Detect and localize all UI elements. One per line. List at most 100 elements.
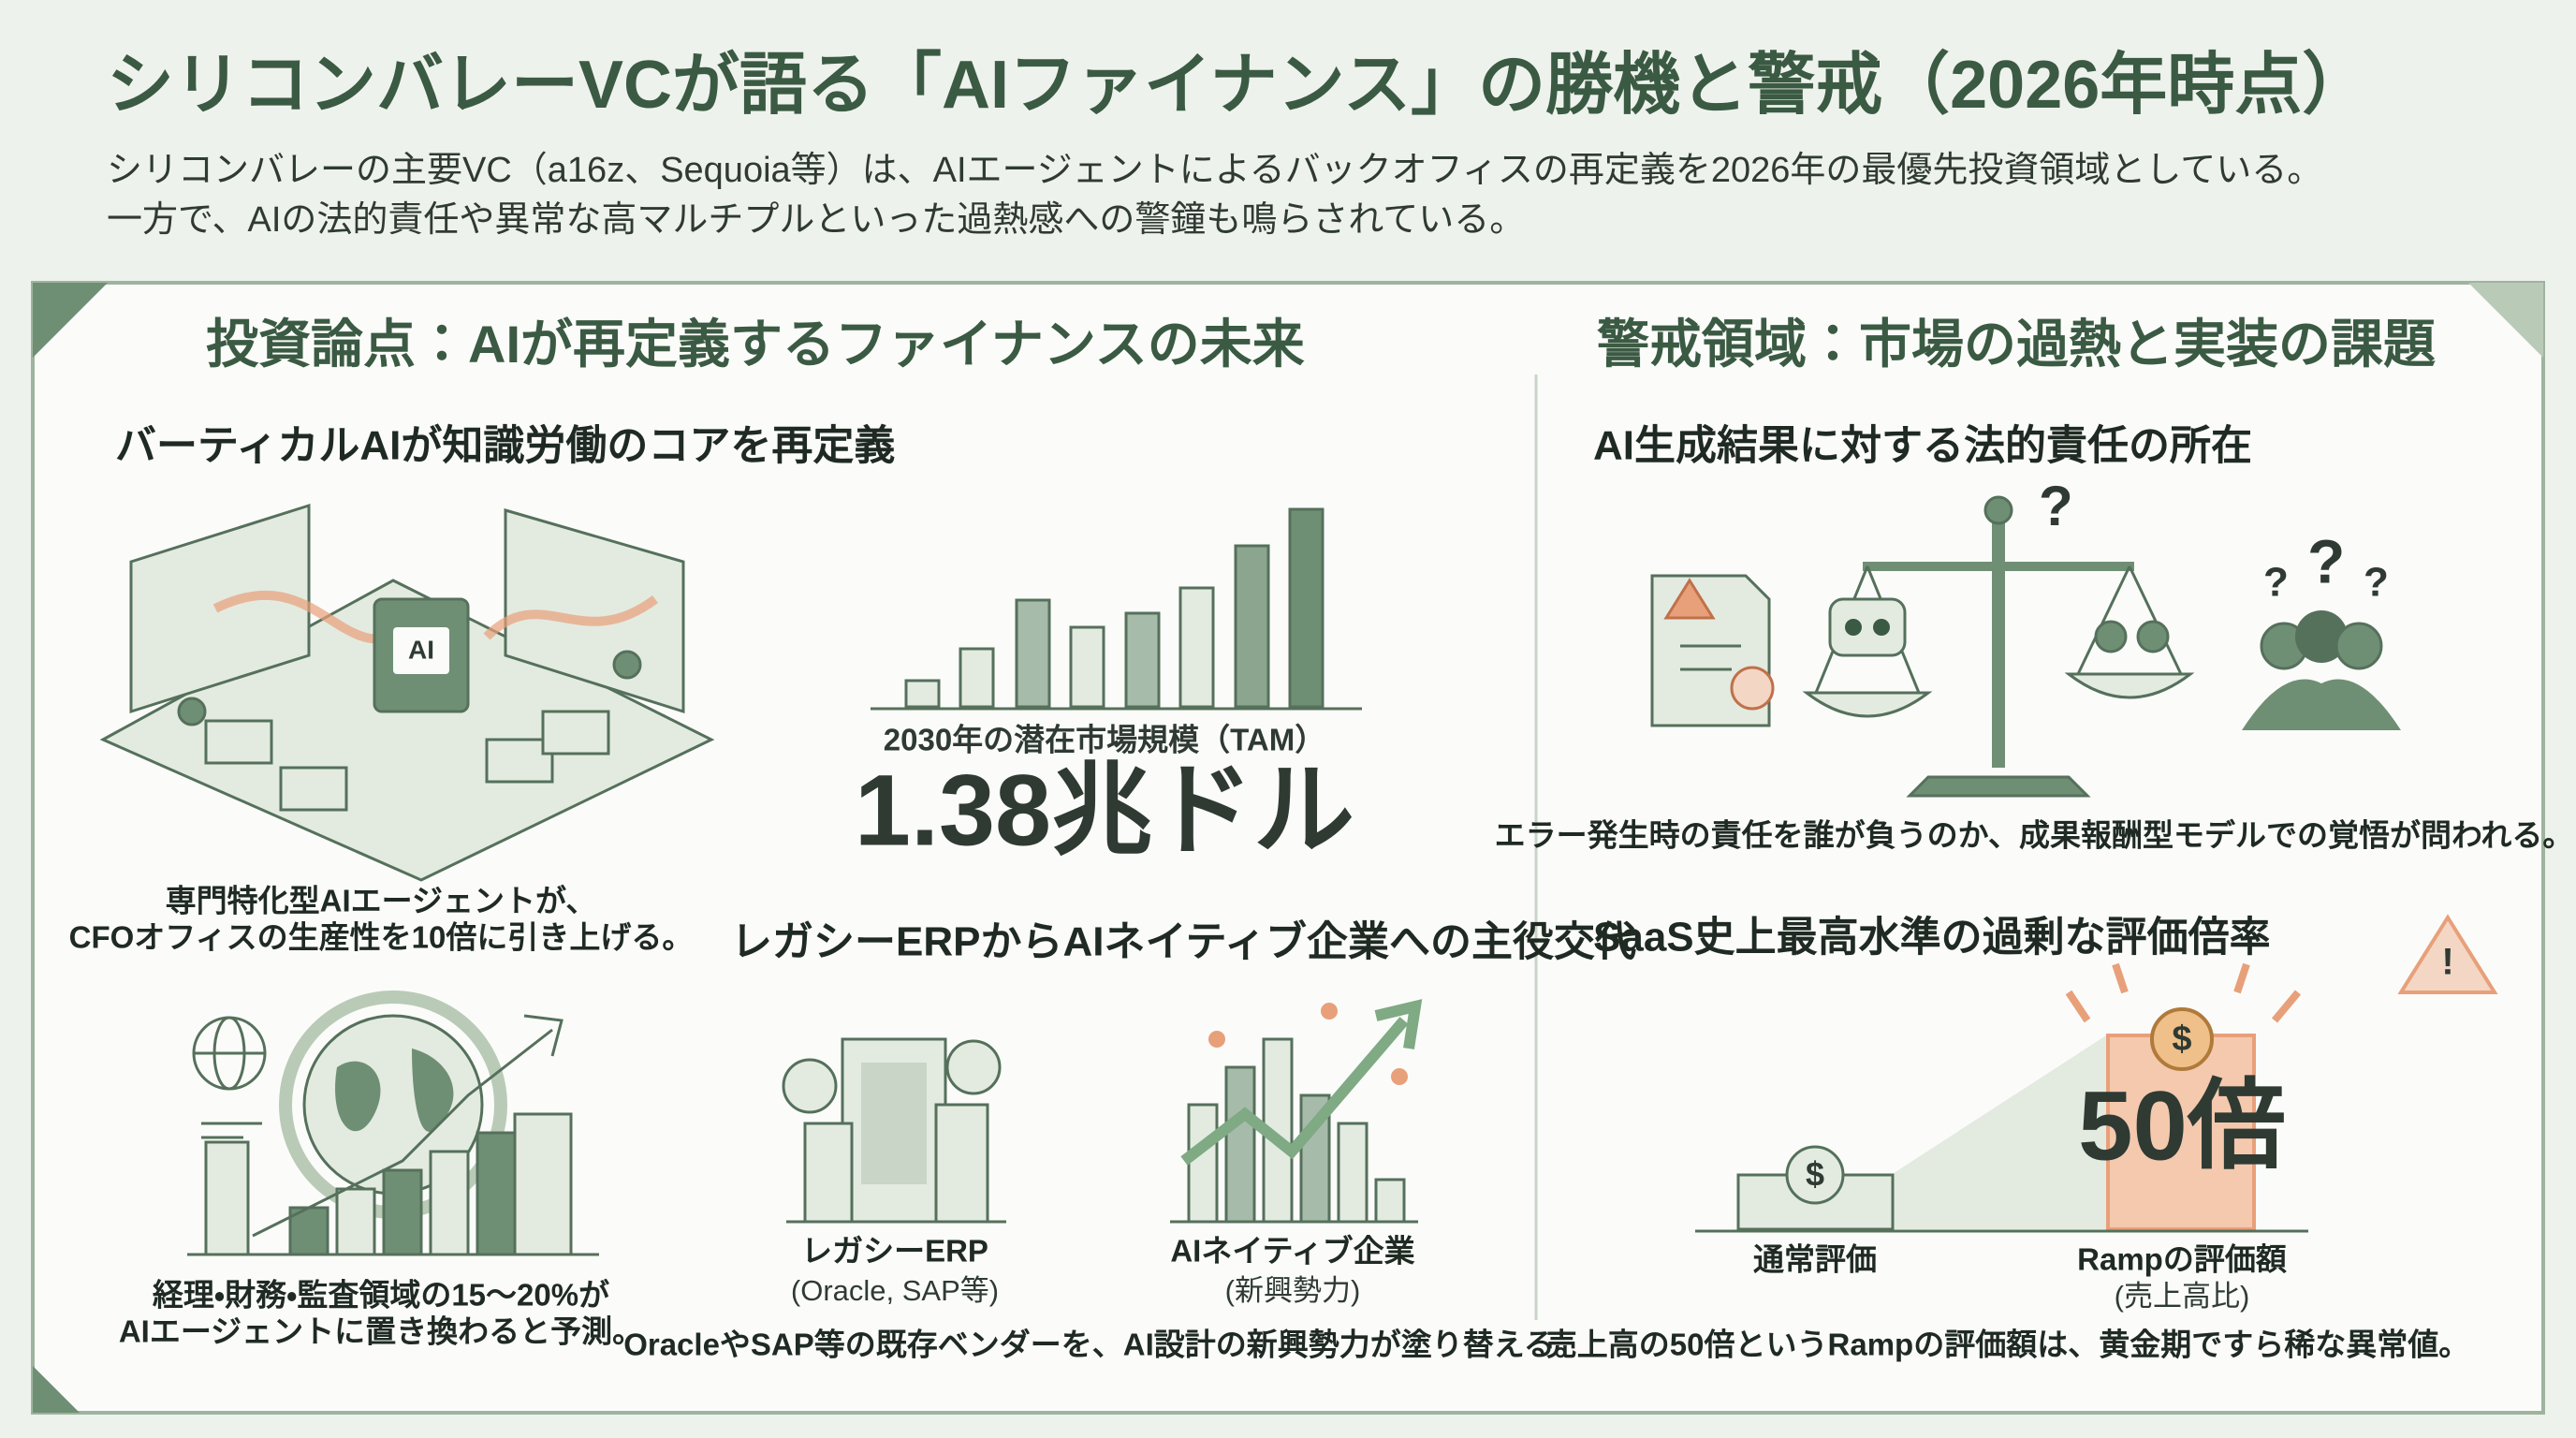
scale-illustration-part xyxy=(1730,666,1775,711)
section-heading: AI生成結果に対する法的責任の所在 xyxy=(1593,423,2252,469)
ai-native-illustration-part xyxy=(1224,1065,1256,1224)
section-heading: バーティカルAIが知識労働のコアを再定義 xyxy=(115,423,895,469)
caption: エラー発生時の責任を誰が負うのか、成果報酬型モデルでの覚悟が問われる。 xyxy=(1495,818,2574,853)
growth-bars-illustration-part xyxy=(1234,544,1270,709)
left-heading: 投資論点：AIが再定義するファイナンスの未来 xyxy=(206,315,1305,374)
scale-illustration-part xyxy=(2094,620,2128,653)
native-sublabel: (新興勢力) xyxy=(1225,1274,1361,1307)
question-mark: ? xyxy=(2263,560,2289,606)
subtitle: 一方で、AIの法的責任や異常な高マルチプルといった過熱感への警鐘も鳴らされている… xyxy=(107,200,1525,240)
caption: 専門特化型AIエージェントが、 xyxy=(166,884,597,918)
scale-illustration-part xyxy=(2242,679,2401,730)
caption: AIエージェントに置き換わると予測。 xyxy=(119,1314,643,1349)
legacy-building-illustration-part xyxy=(934,1103,989,1224)
growth-bars-illustration-part xyxy=(1288,507,1325,709)
coin-symbol: $ xyxy=(2172,1020,2191,1059)
ai-native-illustration-part xyxy=(1208,1031,1225,1048)
globe-illustration-part xyxy=(429,1150,470,1256)
office-illustration-part xyxy=(204,719,273,765)
scale-illustration-part xyxy=(1983,495,2013,525)
caption: CFOオフィスの生産性を10倍に引き上げる。 xyxy=(69,920,694,955)
legacy-building-illustration-part xyxy=(861,1063,927,1184)
subtitle: シリコンバレーの主要VC（a16z、Sequoia等）は、AIエージェントによる… xyxy=(107,151,2322,190)
section-heading: SaaS史上最高水準の過剰な評価倍率 xyxy=(1593,915,2271,961)
ai-native-illustration-part xyxy=(1374,999,1423,1049)
scale-illustration-part xyxy=(1828,597,1907,657)
ai-native-illustration-part xyxy=(1391,1068,1408,1085)
scale-illustration-part xyxy=(2334,622,2383,670)
ai-native-illustration-part xyxy=(1187,1103,1219,1224)
office-illustration-part xyxy=(541,710,610,756)
valuation-illustration-part: ! xyxy=(2441,942,2453,983)
scale-illustration-part xyxy=(2136,620,2170,653)
scale-illustration-part xyxy=(1845,619,1862,636)
growth-bars-illustration-part xyxy=(1124,611,1161,709)
legacy-sublabel: (Oracle, SAP等) xyxy=(791,1274,999,1307)
question-mark: ? xyxy=(2039,475,2073,537)
scale-illustration-part xyxy=(1873,619,1890,636)
legacy-label: レガシーERP xyxy=(801,1234,988,1269)
office-illustration-part xyxy=(279,766,348,812)
question-mark: ? xyxy=(2307,526,2345,595)
ai-native-illustration xyxy=(1170,999,1423,1224)
panel-part xyxy=(33,1366,80,1413)
valuation-illustration-part xyxy=(2150,1007,2214,1071)
globe-illustration-part xyxy=(204,1140,250,1256)
multiple-value: 50倍 xyxy=(2078,1072,2286,1181)
globe-illustration-part xyxy=(252,1028,553,1238)
valuation-illustration: ! $ $ xyxy=(1695,914,2498,1233)
caption: 経理・財務・監査領域の15～20%が xyxy=(153,1278,609,1313)
ai-native-illustration-part xyxy=(1374,1178,1406,1224)
panel-part xyxy=(2468,283,2543,358)
native-label: AIネイティブ企業 xyxy=(1170,1234,1414,1269)
growth-bars-illustration-part xyxy=(904,679,941,709)
office-illustration-part xyxy=(612,650,642,680)
coin-symbol: $ xyxy=(1806,1155,1824,1194)
ramp-label: Rampの評価額 xyxy=(2077,1242,2288,1277)
office-illustration-part xyxy=(485,738,554,784)
globe-illustration-part xyxy=(513,1112,573,1256)
panel-part xyxy=(33,283,108,358)
growth-bars-illustration-part xyxy=(959,647,995,709)
globe-illustration-part xyxy=(382,1168,423,1256)
scale-illustration-part xyxy=(1802,691,1933,718)
office-illustration-part xyxy=(483,594,658,640)
legacy-building-illustration-part xyxy=(803,1122,854,1224)
growth-bars-illustration-part xyxy=(1178,586,1215,709)
office-illustration-part xyxy=(393,627,449,674)
globe-illustration-part xyxy=(523,1014,564,1057)
scale-illustration-part xyxy=(2295,610,2348,663)
ai-native-illustration-part xyxy=(1321,1003,1338,1020)
globe-illustration-part xyxy=(412,1049,454,1132)
legacy-building-illustration xyxy=(782,1037,1006,1224)
growth-bars-illustration xyxy=(871,507,1362,711)
scale-illustration-part xyxy=(1663,578,1716,620)
section-heading: レガシーERPからAIネイティブ企業への主役交代 xyxy=(731,918,1636,965)
growth-bars-illustration-part xyxy=(1069,625,1105,709)
caption: OracleやSAP等の既存ベンダーを、AI設計の新興勢力が塗り替える。 xyxy=(623,1328,1586,1362)
legacy-building-illustration-part xyxy=(945,1039,1002,1095)
question-mark: ? xyxy=(2364,560,2389,606)
office-illustration-part xyxy=(177,697,207,726)
globe-illustration xyxy=(187,990,599,1256)
globe-illustration-part xyxy=(476,1131,521,1256)
growth-bars-illustration-part xyxy=(1015,598,1051,709)
globe-illustration-part xyxy=(335,1187,376,1256)
valuation-illustration-part xyxy=(2065,962,2302,1023)
valuation-illustration-part xyxy=(1891,1035,2106,1229)
tam-value: 1.38兆ドル xyxy=(855,754,1354,867)
ramp-sublabel: (売上高比) xyxy=(2115,1280,2250,1313)
ai-native-illustration-part xyxy=(1337,1122,1368,1224)
normal-label: 通常評価 xyxy=(1753,1242,1877,1277)
office-illustration-part xyxy=(212,591,395,644)
ai-native-illustration-part xyxy=(1180,1017,1409,1166)
title: シリコンバレーVCが語る「AIファイナンス」の勝機と警戒（2026年時点） xyxy=(107,48,2369,123)
caption: 売上高の50倍というRampの評価額は、黄金期ですら稀な異常値。 xyxy=(1546,1328,2469,1362)
tam-label: 2030年の潜在市場規模（TAM） xyxy=(884,723,1325,757)
right-heading: 警戒領域：市場の過熱と実装の課題 xyxy=(1597,315,2436,374)
globe-illustration-part xyxy=(335,1061,381,1132)
scale-illustration-part xyxy=(2064,672,2195,699)
